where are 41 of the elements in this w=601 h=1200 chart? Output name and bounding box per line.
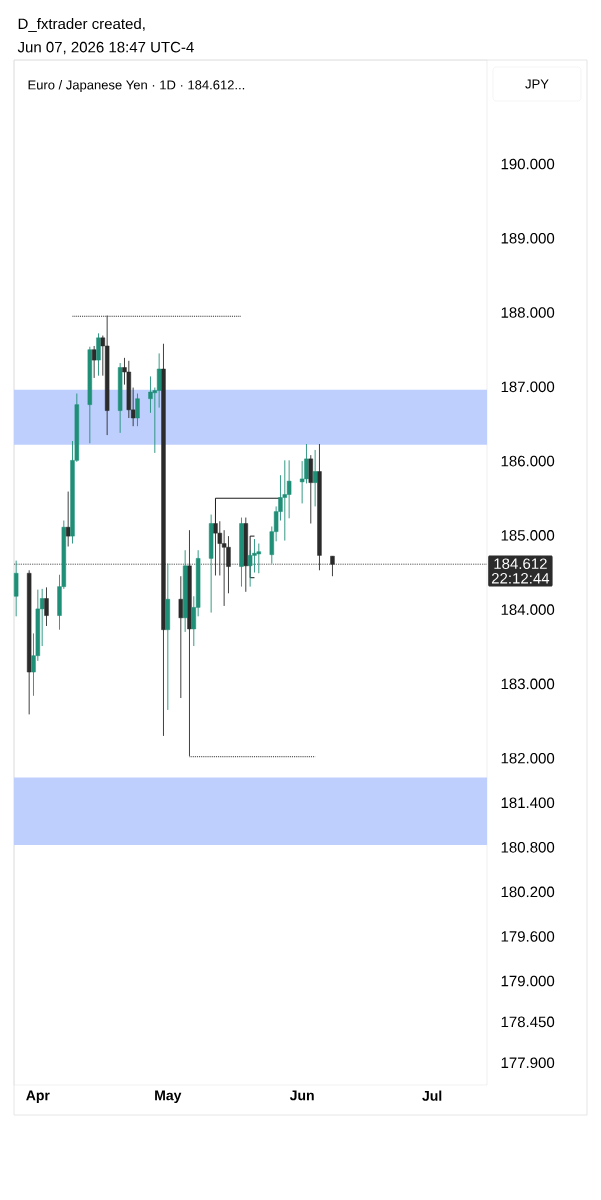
- text: Euro / Japanese Yen · 1D · 184.612...: [28, 79, 245, 93]
- y-tick-label: 180.800: [501, 842, 555, 853]
- candlestick: [44, 586, 49, 627]
- text: 22:12:44: [491, 573, 550, 584]
- x-tick-label: May: [155, 1090, 182, 1104]
- candlestick: [135, 393, 140, 427]
- candlestick: [178, 575, 184, 699]
- candlestick: [308, 454, 313, 524]
- y-tick-label: 183.000: [501, 678, 555, 690]
- y-tick-label: 188.000: [501, 307, 555, 318]
- y-tick-label: 189.000: [501, 232, 555, 244]
- y-tick-label: 178.450: [501, 1016, 555, 1028]
- x-tick-label: Jul: [422, 1090, 442, 1101]
- y-tick-label: 190.000: [501, 158, 555, 170]
- candlestick: [91, 345, 97, 379]
- y-tick-label: 177.900: [501, 1057, 555, 1069]
- candlestick: [96, 332, 101, 377]
- y-tick-label: 180.200: [501, 886, 555, 898]
- candlestick: [330, 555, 335, 577]
- candlestick: [213, 514, 218, 576]
- ref-line-label: 184.612: [494, 558, 547, 570]
- candlestick: [13, 560, 19, 617]
- candlestick: [312, 449, 318, 507]
- text: D_fxtrader created,: [18, 18, 145, 32]
- y-tick-label: 181.400: [501, 797, 555, 809]
- y-tick-label: 179.600: [501, 931, 555, 942]
- candlestick: [65, 491, 71, 547]
- text: Jun 07, 2026 18:47 UTC-4: [17, 41, 194, 55]
- y-tick-label: 182.000: [501, 752, 555, 764]
- y-tick-label: 184.000: [501, 604, 555, 615]
- candlestick: [286, 459, 292, 519]
- text: JPY: [525, 79, 549, 89]
- y-tick-label: 179.000: [501, 975, 555, 987]
- x-tick-label: Apr: [26, 1090, 50, 1104]
- y-tick-label: 186.000: [501, 455, 555, 467]
- y-tick-label: 187.000: [501, 381, 555, 393]
- candlestick: [221, 529, 227, 607]
- candlestick: [256, 543, 261, 574]
- y-tick-label: 185.000: [501, 530, 555, 541]
- candlestick: [156, 352, 162, 409]
- x-tick-label: Jun: [289, 1090, 314, 1101]
